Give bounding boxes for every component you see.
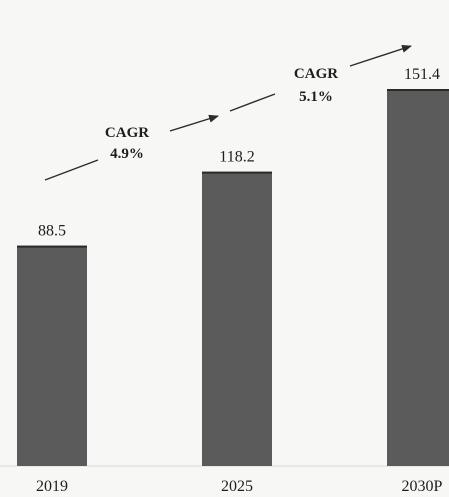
category-label: 2019 — [36, 478, 68, 495]
cagr-arrow-tail — [44, 159, 99, 181]
data-label: 88.5 — [38, 223, 66, 240]
bar-2025 — [202, 171, 272, 466]
bar-2030p — [387, 89, 449, 466]
cagr-arrow-tail — [229, 93, 276, 112]
category-label: 2025 — [221, 478, 253, 495]
category-label: 2030P — [402, 478, 443, 495]
data-label: 118.2 — [219, 149, 254, 166]
cagr-label: CAGR — [105, 125, 149, 141]
cagr-value: 5.1% — [299, 89, 333, 105]
bar-2019 — [17, 245, 87, 466]
cagr-label: CAGR — [294, 66, 338, 82]
cagr-arrow-head — [169, 114, 219, 132]
cagr-arrow-head — [349, 45, 412, 67]
data-label: 151.4 — [404, 66, 440, 83]
cagr-value: 4.9% — [110, 146, 144, 162]
